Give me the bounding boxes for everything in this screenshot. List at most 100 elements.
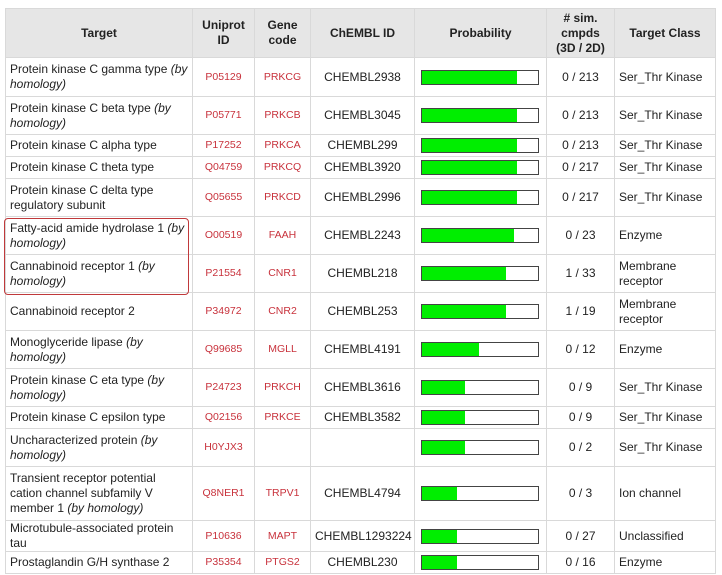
uniprot-link[interactable]: Q04759: [192, 156, 255, 179]
gene-code-link[interactable]: CNR2: [254, 292, 311, 331]
similar-compounds-count: 0 / 217: [546, 156, 615, 179]
table-body: Protein kinase C gamma type (by homology…: [5, 57, 716, 574]
gene-code-link[interactable]: CNR1: [254, 254, 311, 293]
target-name-cell: Cannabinoid receptor 2: [5, 292, 193, 331]
gene-code-link[interactable]: PRKCA: [254, 134, 311, 157]
header-gene[interactable]: Gene code: [254, 8, 311, 58]
table-row: Cannabinoid receptor 1 (by homology) P215…: [5, 254, 716, 293]
uniprot-link[interactable]: Q05655: [192, 178, 255, 217]
target-class: Ser_Thr Kinase: [614, 428, 716, 467]
chembl-id: CHEMBL230: [310, 551, 415, 574]
gene-code-link[interactable]: MAPT: [254, 520, 311, 552]
probability-bar: [421, 160, 539, 175]
probability-bar: [421, 342, 539, 357]
target-name-cell: Protein kinase C delta type regulatory s…: [5, 178, 193, 217]
header-sim-cmpds[interactable]: # sim. cmpds (3D / 2D): [546, 8, 615, 58]
target-name-cell: Protein kinase C gamma type (by homology…: [5, 57, 193, 97]
target-name: Protein kinase C gamma type: [10, 62, 168, 76]
uniprot-link[interactable]: P24723: [192, 368, 255, 407]
target-name-cell: Microtubule-associated protein tau: [5, 520, 193, 552]
probability-bar: [421, 304, 539, 319]
target-class: Ser_Thr Kinase: [614, 406, 716, 429]
target-name-cell: Fatty-acid amide hydrolase 1 (by homolog…: [5, 216, 193, 255]
chembl-id: CHEMBL2996: [310, 178, 415, 217]
probability-cell: [414, 216, 547, 255]
uniprot-link[interactable]: Q8NER1: [192, 466, 255, 521]
target-class: Membrane receptor: [614, 292, 716, 331]
header-probability[interactable]: Probability: [414, 8, 547, 58]
probability-bar: [421, 108, 539, 123]
probability-cell: [414, 406, 547, 429]
similar-compounds-count: 0 / 3: [546, 466, 615, 521]
gene-code-link[interactable]: PTGS2: [254, 551, 311, 574]
target-prediction-table: Target Uniprot ID Gene code ChEMBL ID Pr…: [5, 8, 716, 574]
similar-compounds-count: 0 / 213: [546, 134, 615, 157]
similar-compounds-count: 0 / 27: [546, 520, 615, 552]
target-class: Membrane receptor: [614, 254, 716, 293]
probability-cell: [414, 551, 547, 574]
probability-bar: [421, 228, 539, 243]
probability-bar-fill: [422, 70, 518, 84]
chembl-id: CHEMBL218: [310, 254, 415, 293]
chembl-id: CHEMBL299: [310, 134, 415, 157]
chembl-id: CHEMBL2243: [310, 216, 415, 255]
table-row: Protein kinase C delta type regulatory s…: [5, 178, 716, 217]
uniprot-link[interactable]: Q99685: [192, 330, 255, 369]
table-row: Prostaglandin G/H synthase 2 P35354 PTGS2 C…: [5, 551, 716, 574]
uniprot-link[interactable]: P35354: [192, 551, 255, 574]
chembl-id: CHEMBL4191: [310, 330, 415, 369]
gene-code-link[interactable]: PRKCB: [254, 96, 311, 135]
target-name-cell: Protein kinase C alpha type: [5, 134, 193, 157]
homology-note: (by homology): [10, 62, 188, 91]
target-name: Protein kinase C eta type: [10, 372, 145, 387]
similar-compounds-count: 0 / 12: [546, 330, 615, 369]
chembl-id: CHEMBL3920: [310, 156, 415, 179]
gene-code-link[interactable]: [254, 428, 311, 467]
uniprot-link[interactable]: H0YJX3: [192, 428, 255, 467]
target-name-cell: Protein kinase C eta type (by homology): [5, 368, 193, 407]
header-uniprot[interactable]: Uniprot ID: [192, 8, 255, 58]
chembl-id: CHEMBL3582: [310, 406, 415, 429]
uniprot-link[interactable]: P05771: [192, 96, 255, 135]
gene-code-link[interactable]: PRKCD: [254, 178, 311, 217]
homology-note: (by homology): [10, 220, 185, 250]
target-name: Protein kinase C beta type: [10, 100, 151, 115]
uniprot-link[interactable]: P34972: [192, 292, 255, 331]
header-target[interactable]: Target: [5, 8, 193, 58]
gene-code-link[interactable]: PRKCE: [254, 406, 311, 429]
uniprot-link[interactable]: P21554: [192, 254, 255, 293]
chembl-id: CHEMBL2938: [310, 57, 415, 97]
gene-code-link[interactable]: FAAH: [254, 216, 311, 255]
uniprot-link[interactable]: Q02156: [192, 406, 255, 429]
probability-bar-fill: [422, 109, 518, 122]
gene-code-link[interactable]: PRKCQ: [254, 156, 311, 179]
gene-code-link[interactable]: TRPV1: [254, 466, 311, 521]
probability-cell: [414, 254, 547, 293]
target-name-cell: Protein kinase C theta type: [5, 156, 193, 179]
header-chembl[interactable]: ChEMBL ID: [310, 8, 415, 58]
probability-bar-fill: [422, 441, 465, 454]
gene-code-link[interactable]: PRKCG: [254, 57, 311, 97]
target-name: Transient receptor potential cation chan…: [10, 471, 156, 515]
gene-code-link[interactable]: PRKCH: [254, 368, 311, 407]
table-row: Cannabinoid receptor 2 P34972 CNR2 CHEMBL25…: [5, 292, 716, 331]
probability-bar-fill: [422, 305, 506, 318]
chembl-id: CHEMBL253: [310, 292, 415, 331]
uniprot-link[interactable]: P17252: [192, 134, 255, 157]
header-target-class[interactable]: Target Class: [614, 8, 716, 58]
target-class: Ser_Thr Kinase: [614, 134, 716, 157]
homology-note: (by homology): [10, 334, 143, 364]
uniprot-link[interactable]: O00519: [192, 216, 255, 255]
table-row: Protein kinase C gamma type (by homology…: [5, 57, 716, 97]
target-class: Enzyme: [614, 330, 716, 369]
probability-bar-fill: [422, 411, 465, 424]
target-class: Ser_Thr Kinase: [614, 96, 716, 135]
uniprot-link[interactable]: P10636: [192, 520, 255, 552]
similar-compounds-count: 0 / 9: [546, 368, 615, 407]
target-name: Fatty-acid amide hydrolase 1: [10, 220, 165, 235]
gene-code-link[interactable]: MGLL: [254, 330, 311, 369]
probability-bar-fill: [422, 267, 506, 280]
probability-cell: [414, 428, 547, 467]
target-name-cell: Protein kinase C beta type (by homology): [5, 96, 193, 135]
uniprot-link[interactable]: P05129: [192, 57, 255, 97]
